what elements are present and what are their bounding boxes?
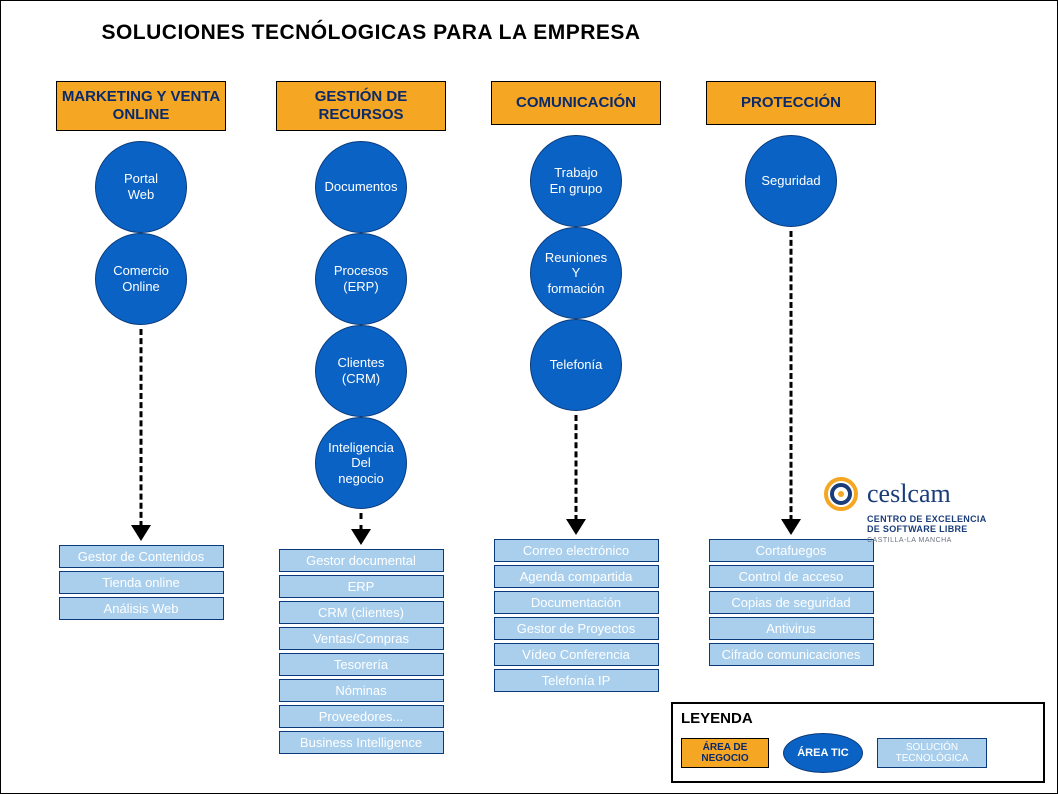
solution-box: Gestor de Proyectos [494, 617, 659, 640]
tic-circle: Telefonía [530, 319, 622, 411]
tic-circle: Procesos (ERP) [315, 233, 407, 325]
tic-circle: Clientes (CRM) [315, 325, 407, 417]
solution-box: Business Intelligence [279, 731, 444, 754]
area-header: MARKETING Y VENTA ONLINE [56, 81, 226, 131]
column-proteccion: PROTECCIÓNSeguridadCortafuegosControl de… [691, 81, 891, 669]
solution-box: Proveedores... [279, 705, 444, 728]
area-header: COMUNICACIÓN [491, 81, 661, 125]
solution-box: CRM (clientes) [279, 601, 444, 624]
solution-box: Análisis Web [59, 597, 224, 620]
solution-box: Tesorería [279, 653, 444, 676]
arrow-down-icon [261, 513, 461, 543]
column-comunicacion: COMUNICACIÓN Trabajo En grupoReuniones Y … [476, 81, 676, 695]
tic-circle: Seguridad [745, 135, 837, 227]
tic-circle: Portal Web [95, 141, 187, 233]
tic-circle: Reuniones Y formación [530, 227, 622, 319]
solution-box: Agenda compartida [494, 565, 659, 588]
solution-box: Cifrado comunicaciones [709, 643, 874, 666]
solution-box: Nóminas [279, 679, 444, 702]
legend-box: LEYENDA ÁREA DE NEGOCIO ÁREA TIC SOLUCIÓ… [671, 702, 1045, 783]
legend-title: LEYENDA [681, 710, 1035, 727]
tic-circle: Trabajo En grupo [530, 135, 622, 227]
solution-box: Vídeo Conferencia [494, 643, 659, 666]
legend-area-tic: ÁREA TIC [783, 733, 863, 773]
logo-subtitle: CENTRO DE EXCELENCIA DE SOFTWARE LIBRE [867, 514, 1033, 535]
logo-script-text: ceslcam [867, 484, 951, 505]
solution-box: Tienda online [59, 571, 224, 594]
solution-box: ERP [279, 575, 444, 598]
tic-circle: Inteligencia Del negocio [315, 417, 407, 509]
arrow-down-icon [476, 415, 676, 533]
solution-box: Antivirus [709, 617, 874, 640]
logo-region: CASTILLA-LA MANCHA [867, 537, 1033, 544]
solution-box: Ventas/Compras [279, 627, 444, 650]
solution-box: Telefonía IP [494, 669, 659, 692]
column-gestion: GESTIÓN DE RECURSOS DocumentosProcesos (E… [261, 81, 461, 757]
column-marketing: MARKETING Y VENTA ONLINE Portal WebComerc… [41, 81, 241, 623]
solution-box: Documentación [494, 591, 659, 614]
legend-solucion: SOLUCIÓN TECNOLÓGICA [877, 738, 987, 768]
page-title: SOLUCIONES TECNÓLOGICAS PARA LA EMPRESA [1, 21, 741, 45]
tic-circle: Documentos [315, 141, 407, 233]
ceslcam-logo: ceslcam CENTRO DE EXCELENCIA DE SOFTWARE… [823, 476, 1033, 544]
solution-box: Correo electrónico [494, 539, 659, 562]
solution-box: Gestor documental [279, 549, 444, 572]
arrow-down-icon [41, 329, 241, 539]
solution-box: Copias de seguridad [709, 591, 874, 614]
solution-box: Control de acceso [709, 565, 874, 588]
solution-box: Gestor de Contenidos [59, 545, 224, 568]
area-header: PROTECCIÓN [706, 81, 876, 125]
legend-area-negocio: ÁREA DE NEGOCIO [681, 738, 769, 768]
area-header: GESTIÓN DE RECURSOS [276, 81, 446, 131]
logo-rings-icon [823, 476, 859, 512]
tic-circle: Comercio Online [95, 233, 187, 325]
